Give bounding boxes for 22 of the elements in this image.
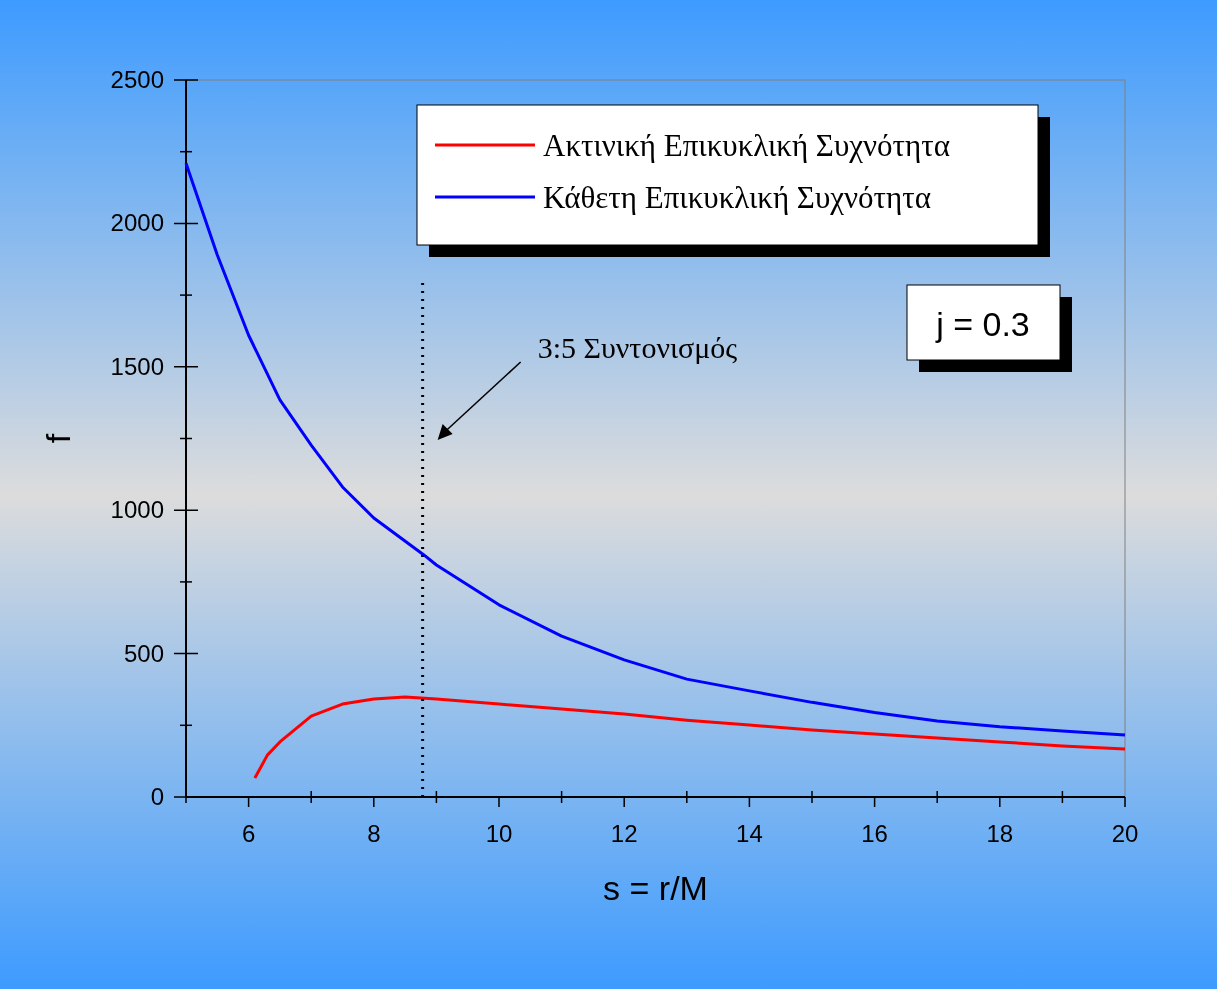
y-axis-title: f — [39, 433, 77, 444]
y-tick-label: 2500 — [110, 66, 164, 93]
annotation: j = 0.3 — [935, 305, 1030, 343]
x-tick-label: 8 — [367, 820, 381, 847]
x-tick-label: 10 — [485, 820, 513, 847]
x-tick-label: 20 — [1111, 820, 1139, 847]
legend-label: Ακτινική Επικυκλική Συχνότητα — [543, 128, 950, 163]
x-tick-label: 16 — [861, 820, 888, 847]
legend-label: Κάθετη Επικυκλική Συχνότητα — [543, 180, 931, 215]
y-tick-label: 500 — [123, 639, 164, 667]
y-tick-label: 1500 — [110, 352, 164, 380]
y-tick-label: 1000 — [110, 496, 164, 524]
y-tick-label: 2000 — [110, 209, 164, 237]
x-axis-title: s = r/M — [603, 869, 708, 907]
y-tick-label: 0 — [150, 783, 164, 810]
x-tick-label: 6 — [241, 820, 256, 847]
annotation: 3:5 Συντονισμός — [537, 331, 738, 364]
line-series — [184, 161, 1127, 737]
x-tick-label: 18 — [986, 820, 1014, 847]
x-tick-label: 14 — [736, 820, 763, 847]
x-tick-label: 12 — [610, 820, 638, 847]
line-series — [253, 695, 1127, 780]
